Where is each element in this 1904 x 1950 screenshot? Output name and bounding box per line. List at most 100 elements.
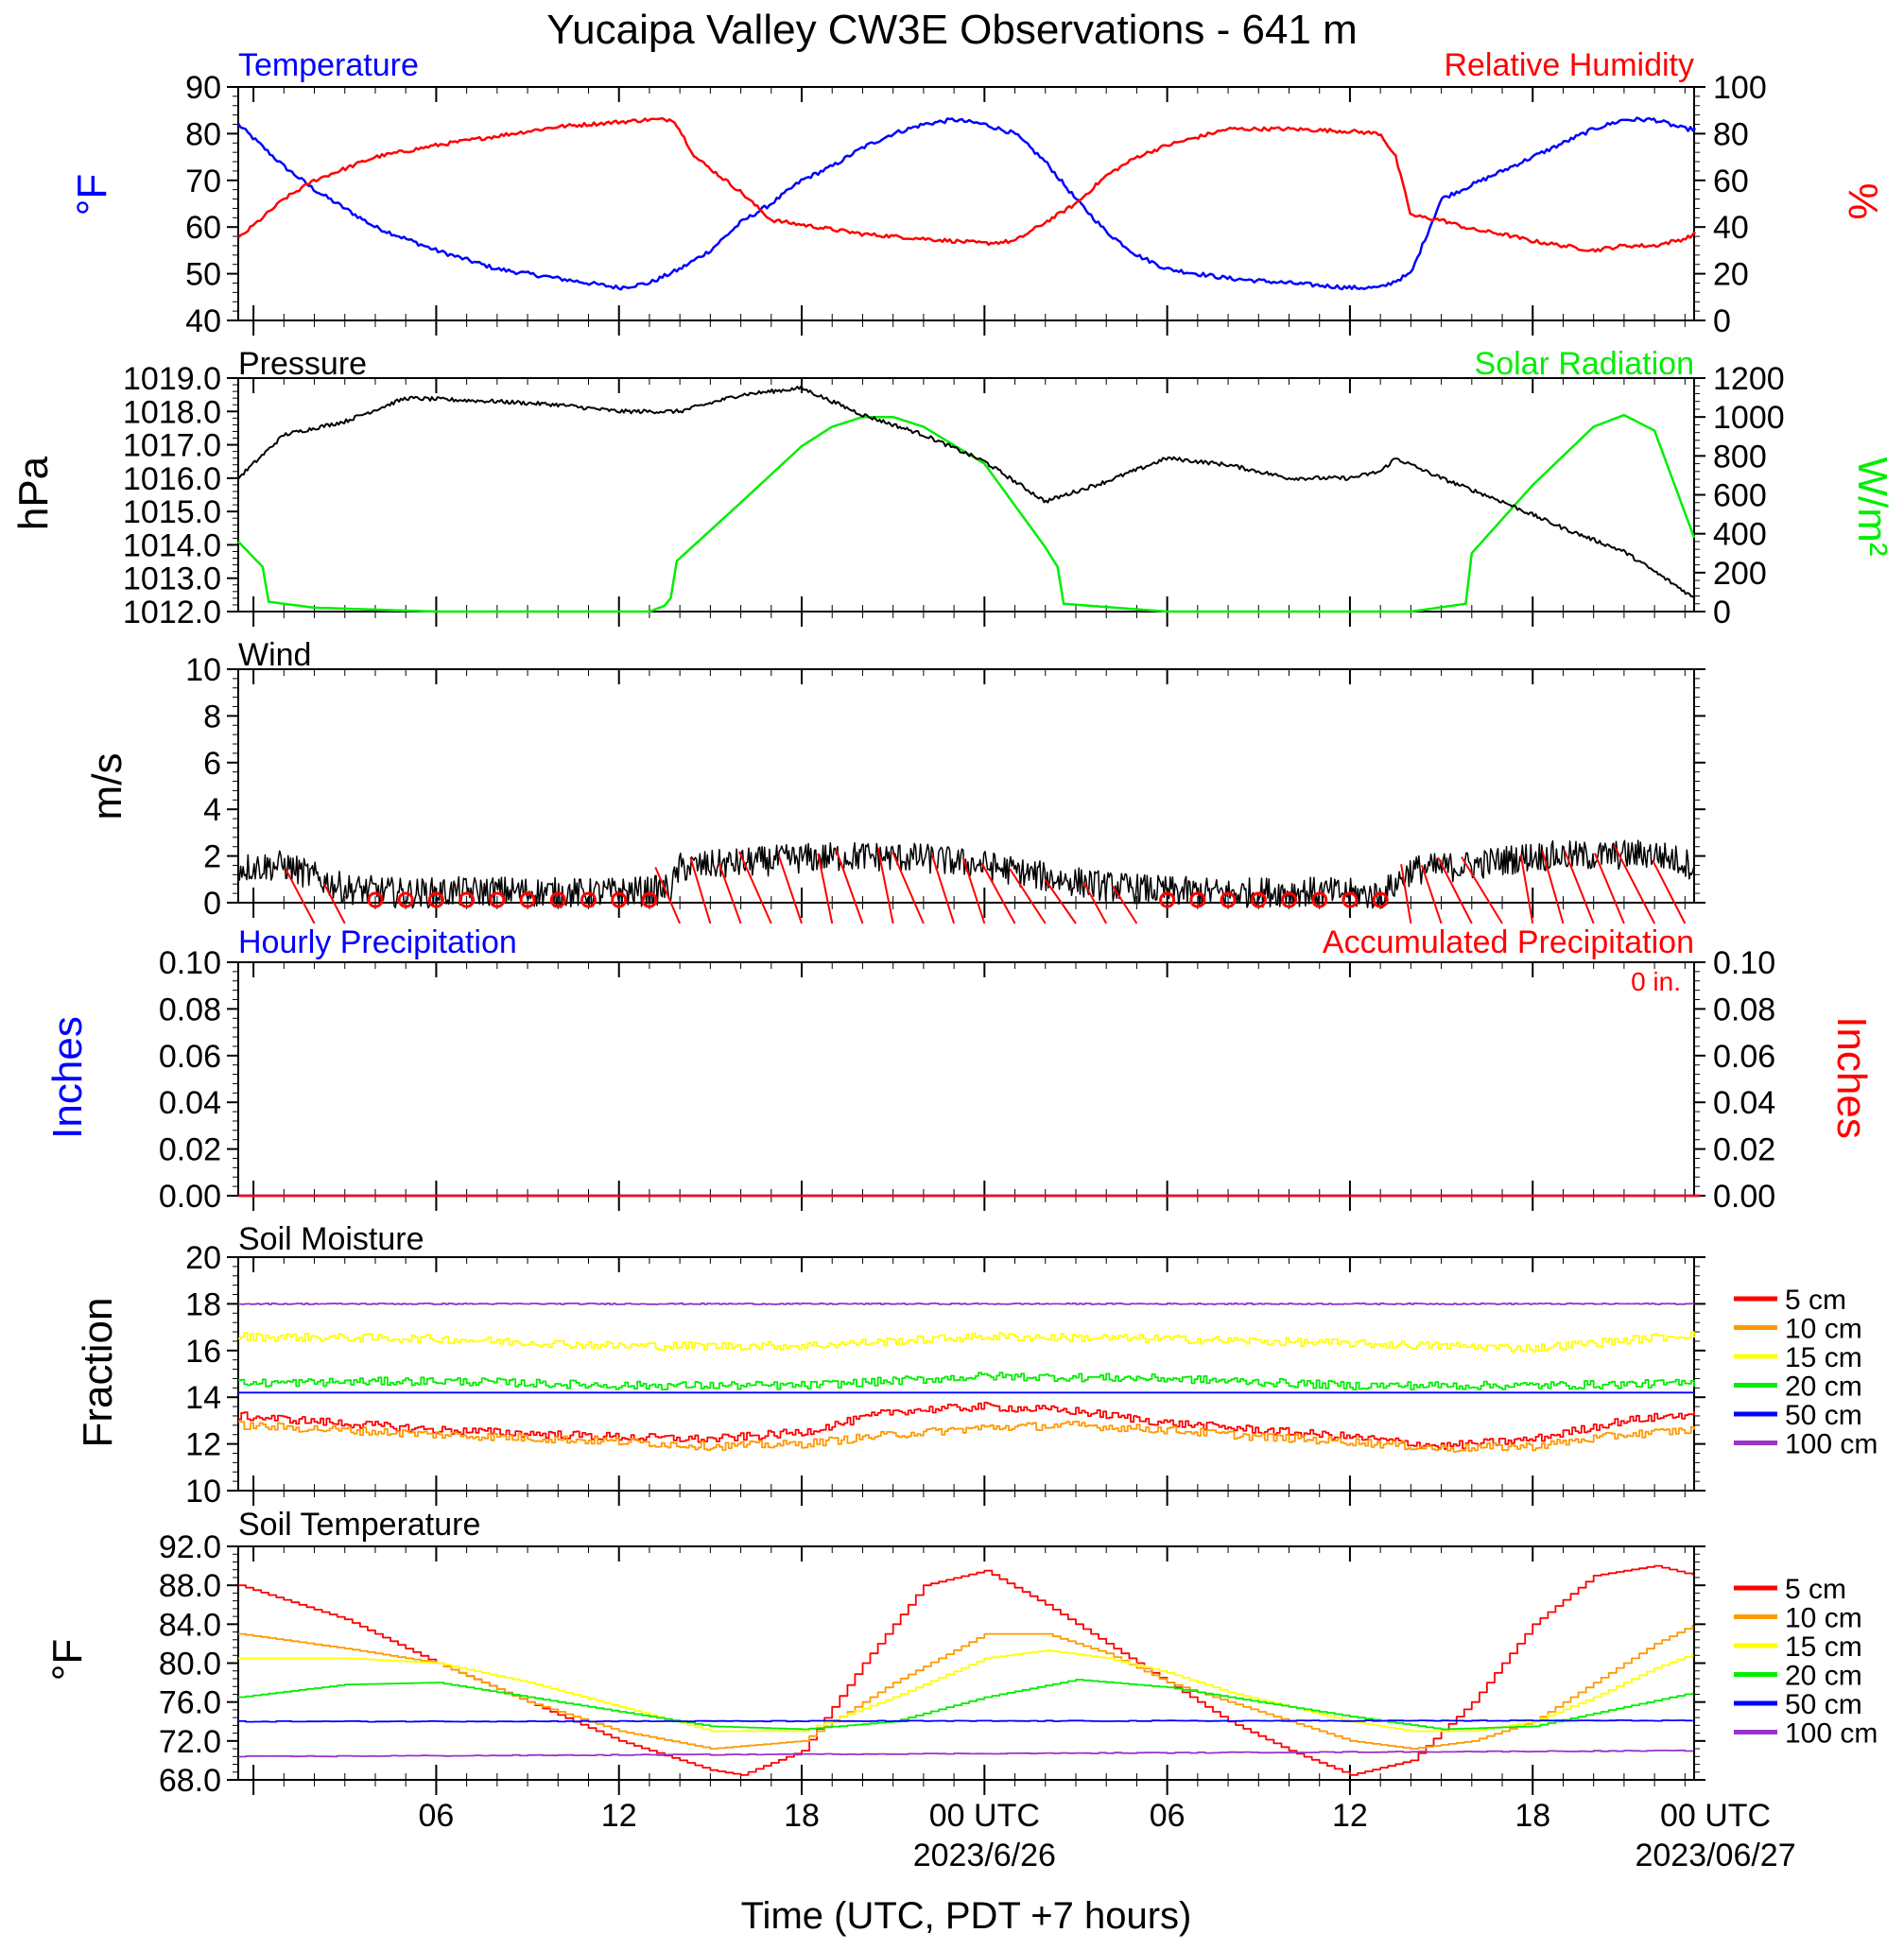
left-tick-label: 0.00 — [159, 1179, 221, 1215]
legend-label: 5 cm — [1785, 1285, 1846, 1316]
pressure-unit-label: hPa — [10, 456, 57, 530]
left-tick-label: 18 — [185, 1286, 221, 1322]
legend-label: 15 cm — [1785, 1342, 1862, 1373]
solar-title: Solar Radiation — [1475, 346, 1694, 382]
panel-soil-moisture: Soil Moisture Fraction 20 18 16 14 12 10 5 cm… — [75, 1221, 1878, 1510]
soil-moisture-line-15cm — [238, 1331, 1695, 1353]
time-tick-label: 06 — [1150, 1798, 1186, 1834]
right-tick-label: 0.00 — [1713, 1179, 1775, 1215]
left-tick-label: 70 — [185, 164, 221, 199]
humidity-line — [237, 116, 1697, 253]
wind-barb — [323, 883, 346, 924]
soil-moisture-line-10cm — [238, 1421, 1695, 1453]
wind-calm-marker — [1250, 891, 1267, 908]
right-tick-label: 800 — [1713, 439, 1767, 475]
left-tick-label: 50 — [185, 257, 221, 293]
right-tick-label: 0.06 — [1713, 1039, 1775, 1075]
wind-calm-marker — [367, 891, 384, 908]
soil-temp-line-10cm — [238, 1625, 1694, 1750]
left-tick-label: 6 — [203, 746, 221, 782]
soil-temp-line-15cm — [238, 1649, 1694, 1733]
wind-calm-marker — [641, 891, 658, 908]
wind-calm-marker — [427, 891, 444, 908]
panel-1-frame — [237, 86, 1695, 321]
right-tick-label: 100 — [1713, 70, 1767, 106]
left-tick-label: 40 — [185, 303, 221, 339]
right-tick-label: 0.02 — [1713, 1132, 1775, 1168]
left-tick-label: 72.0 — [159, 1724, 221, 1760]
hourly-precip-title: Hourly Precipitation — [238, 924, 517, 960]
wind-unit-label: m/s — [84, 753, 130, 820]
wind-barb — [1082, 881, 1108, 924]
legend-label: 50 cm — [1785, 1400, 1862, 1431]
left-tick-label: 1016.0 — [123, 461, 221, 497]
right-tick-label: 60 — [1713, 164, 1749, 199]
soil-moisture-line-100cm — [238, 1302, 1695, 1305]
temperature-title: Temperature — [238, 47, 419, 83]
accum-precip-value: 0 in. — [1631, 967, 1681, 996]
humidity-unit-label: % — [1840, 182, 1886, 219]
panel-soil-temperature: Soil Temperature °F 92.088.084.0 80.076.0… — [44, 1507, 1878, 1799]
wind-calm-marker — [1189, 891, 1206, 908]
right-tick-label: 0.04 — [1713, 1085, 1775, 1121]
panel-2-frame — [237, 377, 1695, 613]
left-tick-label: 14 — [185, 1380, 221, 1416]
accum-precip-title: Accumulated Precipitation — [1323, 924, 1694, 960]
soil-temperature-title: Soil Temperature — [238, 1507, 480, 1543]
legend-label: 10 cm — [1785, 1314, 1862, 1345]
right-tick-label: 80 — [1713, 116, 1749, 152]
wind-barb — [1437, 856, 1473, 924]
wind-barb — [891, 852, 925, 924]
wind-calm-marker — [580, 891, 597, 908]
x-axis-label: Time (UTC, PDT +7 hours) — [741, 1895, 1192, 1937]
legend-label: 5 cm — [1785, 1574, 1846, 1605]
legend-label: 15 cm — [1785, 1631, 1862, 1663]
wind-barb — [1652, 860, 1687, 924]
soil-temp-line-100cm — [238, 1749, 1694, 1758]
legend-label: 100 cm — [1785, 1718, 1878, 1750]
left-tick-label: 80 — [185, 116, 221, 152]
wind-calm-marker — [1220, 891, 1237, 908]
right-tick-label: 40 — [1713, 210, 1749, 246]
left-tick-label: 92.0 — [159, 1529, 221, 1565]
soil-temp-line-20cm — [238, 1679, 1694, 1731]
left-tick-label: 1017.0 — [123, 428, 221, 464]
right-tick-label: 1200 — [1713, 361, 1785, 397]
left-tick-label: 1018.0 — [123, 394, 221, 430]
right-tick-label: 1000 — [1713, 400, 1785, 436]
wind-barb — [1421, 865, 1443, 924]
right-tick-label: 600 — [1713, 478, 1767, 514]
hourly-precip-unit-label: Inches — [44, 1016, 91, 1139]
wind-speed-line — [237, 839, 1695, 909]
panel-pressure-solar: Pressure Solar Radiation hPa W/m² 1019.0… — [10, 346, 1895, 630]
wind-barb — [718, 862, 742, 924]
soil-moisture-line-20cm — [238, 1372, 1695, 1390]
legend-label: 10 cm — [1785, 1603, 1862, 1634]
soil-temp-line-50cm — [238, 1719, 1694, 1723]
time-tick-label: 12 — [1332, 1798, 1368, 1834]
wind-calm-marker — [397, 891, 414, 908]
left-tick-label: 0.10 — [159, 945, 221, 981]
pressure-title: Pressure — [238, 346, 367, 382]
left-tick-label: 76.0 — [159, 1685, 221, 1721]
left-tick-label: 0.06 — [159, 1039, 221, 1075]
wind-barb — [654, 867, 682, 924]
temperature-unit-label: °F — [69, 174, 115, 216]
legend-label: 20 cm — [1785, 1661, 1862, 1692]
wind-barb — [738, 851, 772, 924]
wind-barb — [1564, 850, 1595, 924]
wind-barb — [835, 849, 864, 924]
wind-calm-marker — [1372, 891, 1389, 908]
time-tick-label: 06 — [419, 1798, 455, 1834]
wind-barb — [1400, 864, 1412, 924]
wind-barb — [689, 856, 712, 924]
wind-barb — [777, 855, 803, 924]
left-tick-label: 1015.0 — [123, 494, 221, 530]
wind-barb — [1461, 856, 1503, 924]
left-tick-label: 8 — [203, 699, 221, 734]
right-tick-label: 20 — [1713, 257, 1749, 293]
wind-barb — [876, 847, 894, 924]
soil-moisture-unit-label: Fraction — [75, 1298, 121, 1448]
